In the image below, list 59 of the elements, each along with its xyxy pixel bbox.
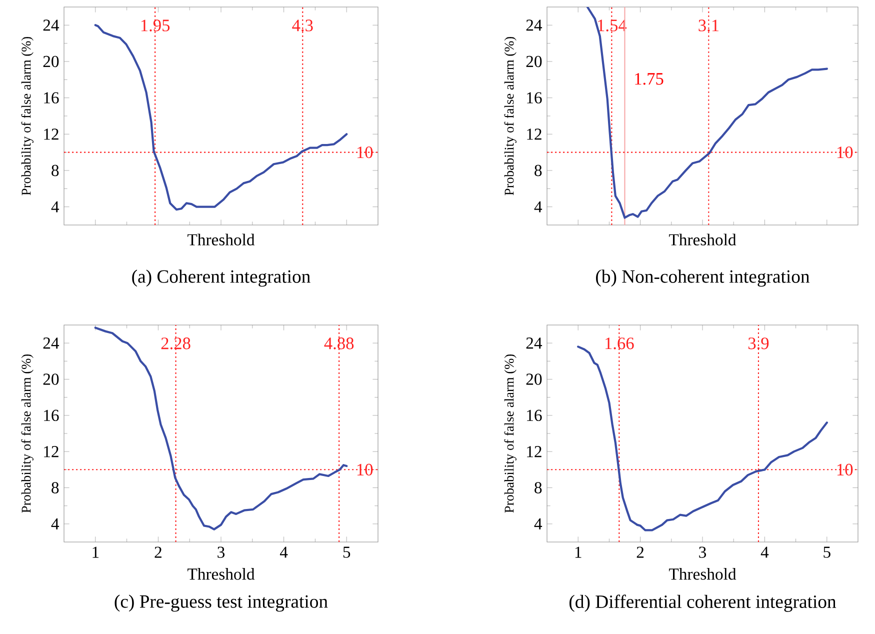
y-tick-label: 24 [526, 20, 542, 31]
x-tick-label: 1 [92, 546, 99, 558]
y-tick-label: 16 [44, 92, 59, 104]
y-tick-label: 4 [534, 518, 542, 530]
x-tick-label: 1 [575, 546, 582, 558]
text: (a) Coherent integration [132, 270, 310, 287]
y-axis-title: Probability of false alarm (%) [21, 354, 34, 513]
ref-line-label: 2.28 [161, 338, 190, 350]
x-tick-label: 3 [218, 546, 225, 558]
text: (d) Differential coherent integration [570, 594, 836, 612]
ref-line-label: 3.9 [748, 338, 769, 350]
ref-line-label: 10 [357, 146, 373, 158]
y-tick-label: 12 [527, 128, 542, 140]
y-tick-label: 24 [43, 338, 60, 349]
y-tick-label: 8 [52, 164, 59, 176]
ref-line-label: 10 [837, 464, 853, 476]
y-axis-title: Probability of false alarm (%) [21, 36, 34, 196]
ref-line-label: 1.66 [606, 338, 634, 350]
y-tick-label: 12 [527, 446, 542, 458]
y-tick-label: 8 [52, 482, 59, 494]
x-tick-label: 3 [699, 546, 706, 558]
y-tick-label: 8 [534, 482, 542, 494]
ref-line-label: 4.88 [324, 338, 354, 350]
line-series [586, 6, 828, 219]
y-tick-label: 16 [527, 92, 542, 104]
text: (b) Non-coherent integration [596, 270, 810, 287]
x-axis-title: Threshold [188, 234, 255, 246]
y-tick-label: 8 [534, 164, 542, 176]
x-tick-label: 5 [824, 546, 830, 558]
y-tick-label: 4 [51, 201, 60, 212]
y-axis-title: Probability of false alarm (%) [504, 36, 516, 196]
ref-line-label: 3.1 [698, 20, 719, 32]
y-tick-label: 20 [526, 56, 542, 68]
y-tick-label: 24 [526, 338, 542, 349]
y-axis-title: Probability of false alarm (%) [504, 354, 516, 513]
y-tick-label: 16 [527, 410, 542, 422]
text: (c) Pre-guess test integration [114, 594, 328, 612]
y-tick-label: 20 [526, 374, 542, 385]
y-tick-label: 24 [43, 20, 60, 31]
x-tick-label: 4 [280, 546, 288, 558]
y-tick-label: 20 [43, 56, 59, 68]
y-tick-label: 4 [51, 518, 60, 530]
y-tick-label: 16 [44, 410, 59, 422]
x-tick-label: 4 [760, 546, 769, 558]
ref-line-label: 10 [837, 146, 853, 158]
y-tick-label: 12 [44, 446, 58, 458]
x-tick-label: 5 [343, 546, 350, 558]
x-tick-label: 2 [154, 546, 162, 558]
ref-line-label: 1.95 [141, 20, 170, 32]
y-tick-label: 12 [44, 128, 58, 140]
x-tick-label: 2 [636, 546, 644, 558]
x-axis-title: Threshold [188, 568, 255, 580]
y-tick-label: 4 [534, 201, 542, 212]
ref-line-label: 4.3 [292, 20, 313, 32]
ref-line-label: 10 [357, 464, 373, 476]
x-axis-title: Threshold [669, 234, 736, 246]
y-tick-label: 20 [43, 374, 59, 385]
ref-line-label: 1.75 [635, 73, 664, 85]
x-axis-title: Threshold [669, 568, 736, 580]
